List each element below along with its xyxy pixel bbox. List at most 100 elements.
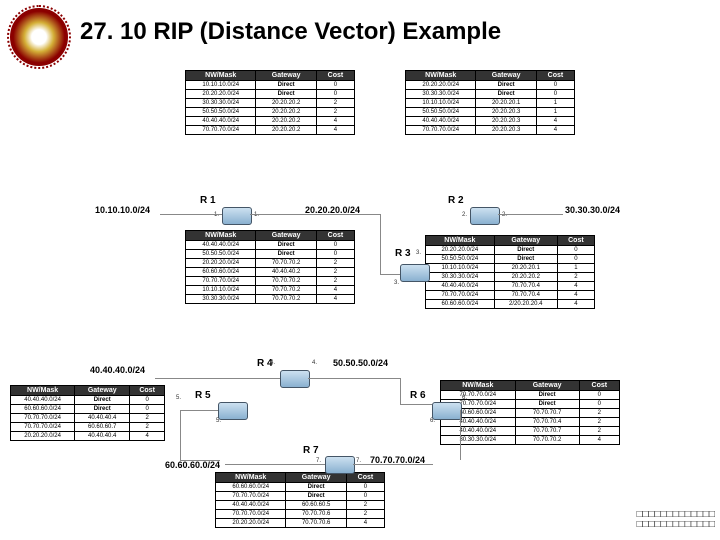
table-header: Gateway xyxy=(515,381,579,391)
table-header: NW/Mask xyxy=(406,71,476,81)
table-header: Cost xyxy=(316,71,354,81)
network-label-n50: 50.50.50.0/24 xyxy=(333,358,388,368)
table-row: 10.10.10.0/24Direct0 xyxy=(186,81,355,90)
interface-label: 4. xyxy=(312,360,317,366)
router-icon-r5 xyxy=(218,402,248,420)
link-wire xyxy=(498,214,563,215)
page-title: 27. 10 RIP (Distance Vector) Example xyxy=(80,18,501,46)
table-row: 70.70.70.0/2470.70.70.62 xyxy=(216,510,385,519)
table-row: 70.70.70.0/2420.20.20.24 xyxy=(186,126,355,135)
link-wire xyxy=(250,214,380,215)
router-label-r7: R 7 xyxy=(303,445,319,456)
table-header: Cost xyxy=(130,386,165,396)
table-header: NW/Mask xyxy=(426,236,495,246)
link-wire xyxy=(180,410,181,460)
router-icon-r6 xyxy=(432,402,462,420)
router-icon-r2 xyxy=(470,207,500,225)
interface-label: 2. xyxy=(462,212,467,218)
link-wire xyxy=(225,464,325,465)
link-wire xyxy=(180,460,220,461)
table-header: Cost xyxy=(579,381,619,391)
table-row: 50.50.50.0/2420.20.20.22 xyxy=(186,108,355,117)
table-row: 40.40.40.0/24Direct0 xyxy=(186,241,355,250)
table-row: 70.70.70.0/2470.70.70.44 xyxy=(426,291,595,300)
routing-table-r4: NW/MaskGatewayCost40.40.40.0/24Direct050… xyxy=(185,230,355,304)
table-header: NW/Mask xyxy=(11,386,75,396)
table-row: 20.20.20.0/2470.70.70.64 xyxy=(216,519,385,528)
table-header: Cost xyxy=(346,473,384,483)
link-wire xyxy=(308,378,400,379)
interface-label: 6. xyxy=(462,395,467,401)
routing-table-r5: NW/MaskGatewayCost40.40.40.0/24Direct060… xyxy=(10,385,165,441)
table-header: Gateway xyxy=(75,386,130,396)
table-header: Gateway xyxy=(286,473,346,483)
router-label-r5: R 5 xyxy=(195,390,211,401)
table-row: 40.40.40.0/2420.20.20.34 xyxy=(406,117,575,126)
router-label-r1: R 1 xyxy=(200,195,216,206)
router-label-r3: R 3 xyxy=(395,248,411,259)
table-row: 20.20.20.0/24Direct0 xyxy=(426,246,595,255)
routing-table-r2: NW/MaskGatewayCost20.20.20.0/24Direct030… xyxy=(405,70,575,135)
router-label-r2: R 2 xyxy=(448,195,464,206)
table-row: 70.70.70.0/2470.70.70.22 xyxy=(186,277,355,286)
table-row: 50.50.50.0/2420.20.20.31 xyxy=(406,108,575,117)
routing-table-r3: NW/MaskGatewayCost20.20.20.0/24Direct050… xyxy=(425,235,595,309)
network-label-n10: 10.10.10.0/24 xyxy=(95,205,150,215)
table-row: 60.60.60.0/24Direct0 xyxy=(11,405,165,414)
link-wire xyxy=(380,274,400,275)
network-label-n60: 60.60.60.0/24 xyxy=(165,460,220,470)
table-header: Gateway xyxy=(494,236,557,246)
table-row: 30.30.30.0/2420.20.20.22 xyxy=(426,273,595,282)
table-row: 10.10.10.0/2420.20.20.11 xyxy=(406,99,575,108)
university-logo-icon xyxy=(10,8,68,66)
table-row: 30.30.30.0/2470.70.70.24 xyxy=(186,295,355,304)
footer-placeholder: □□□□□□□□□□□□□ □□□□□□□□□□□□□ xyxy=(636,510,715,530)
table-row: 40.40.40.0/2470.70.70.44 xyxy=(426,282,595,291)
table-row: 70.70.70.0/24Direct0 xyxy=(441,391,620,400)
table-row: 30.30.30.0/2420.20.20.22 xyxy=(186,99,355,108)
table-header: Cost xyxy=(536,71,574,81)
router-icon-r1 xyxy=(222,207,252,225)
table-row: 70.70.70.0/2420.20.20.34 xyxy=(406,126,575,135)
table-row: 20.20.20.0/24Direct0 xyxy=(186,90,355,99)
table-header: Gateway xyxy=(256,71,316,81)
table-row: 40.40.40.0/2420.20.20.24 xyxy=(186,117,355,126)
table-row: 10.10.10.0/2420.20.20.11 xyxy=(426,264,595,273)
table-row: 20.20.20.0/24Direct0 xyxy=(406,81,575,90)
router-icon-r3 xyxy=(400,264,430,282)
table-row: 50.50.50.0/24Direct0 xyxy=(186,250,355,259)
table-row: 40.40.40.0/2460.60.60.52 xyxy=(216,501,385,510)
link-wire xyxy=(155,378,280,379)
link-wire xyxy=(400,378,401,404)
table-row: 20.20.20.0/2440.40.40.44 xyxy=(11,432,165,441)
routing-table-r6: NW/MaskGatewayCost70.70.70.0/24Direct070… xyxy=(440,380,620,445)
table-row: 40.40.40.0/2470.70.70.42 xyxy=(441,418,620,427)
routing-table-r1: NW/MaskGatewayCost10.10.10.0/24Direct020… xyxy=(185,70,355,135)
table-header: Cost xyxy=(557,236,594,246)
interface-label: 1. xyxy=(254,212,259,218)
table-row: 70.70.70.0/2460.60.60.72 xyxy=(11,423,165,432)
table-header: NW/Mask xyxy=(441,381,516,391)
table-row: 20.20.20.0/2470.70.70.22 xyxy=(186,259,355,268)
routing-table-r7: NW/MaskGatewayCost60.60.60.0/24Direct070… xyxy=(215,472,385,528)
interface-label: 2. xyxy=(502,212,507,218)
interface-label: 3. xyxy=(416,250,421,256)
table-row: 70.70.70.0/2440.40.40.42 xyxy=(11,414,165,423)
table-row: 30.30.30.0/24Direct0 xyxy=(406,90,575,99)
table-row: 60.60.60.0/2440.40.40.22 xyxy=(186,268,355,277)
link-wire xyxy=(180,410,218,411)
link-wire xyxy=(160,214,222,215)
table-row: 70.70.70.0/24Direct0 xyxy=(441,400,620,409)
network-label-n30: 30.30.30.0/24 xyxy=(565,205,620,215)
table-header: NW/Mask xyxy=(186,231,256,241)
network-label-n40: 40.40.40.0/24 xyxy=(90,365,145,375)
interface-label: 3. xyxy=(394,280,399,286)
table-header: NW/Mask xyxy=(186,71,256,81)
link-wire xyxy=(380,214,381,274)
link-wire xyxy=(460,410,461,460)
table-header: Gateway xyxy=(256,231,316,241)
table-row: 60.60.60.0/242/20.20.20.44 xyxy=(426,300,595,309)
table-row: 10.10.10.0/2470.70.70.24 xyxy=(186,286,355,295)
table-header: Cost xyxy=(316,231,354,241)
table-row: 40.40.40.0/2470.70.70.72 xyxy=(441,427,620,436)
